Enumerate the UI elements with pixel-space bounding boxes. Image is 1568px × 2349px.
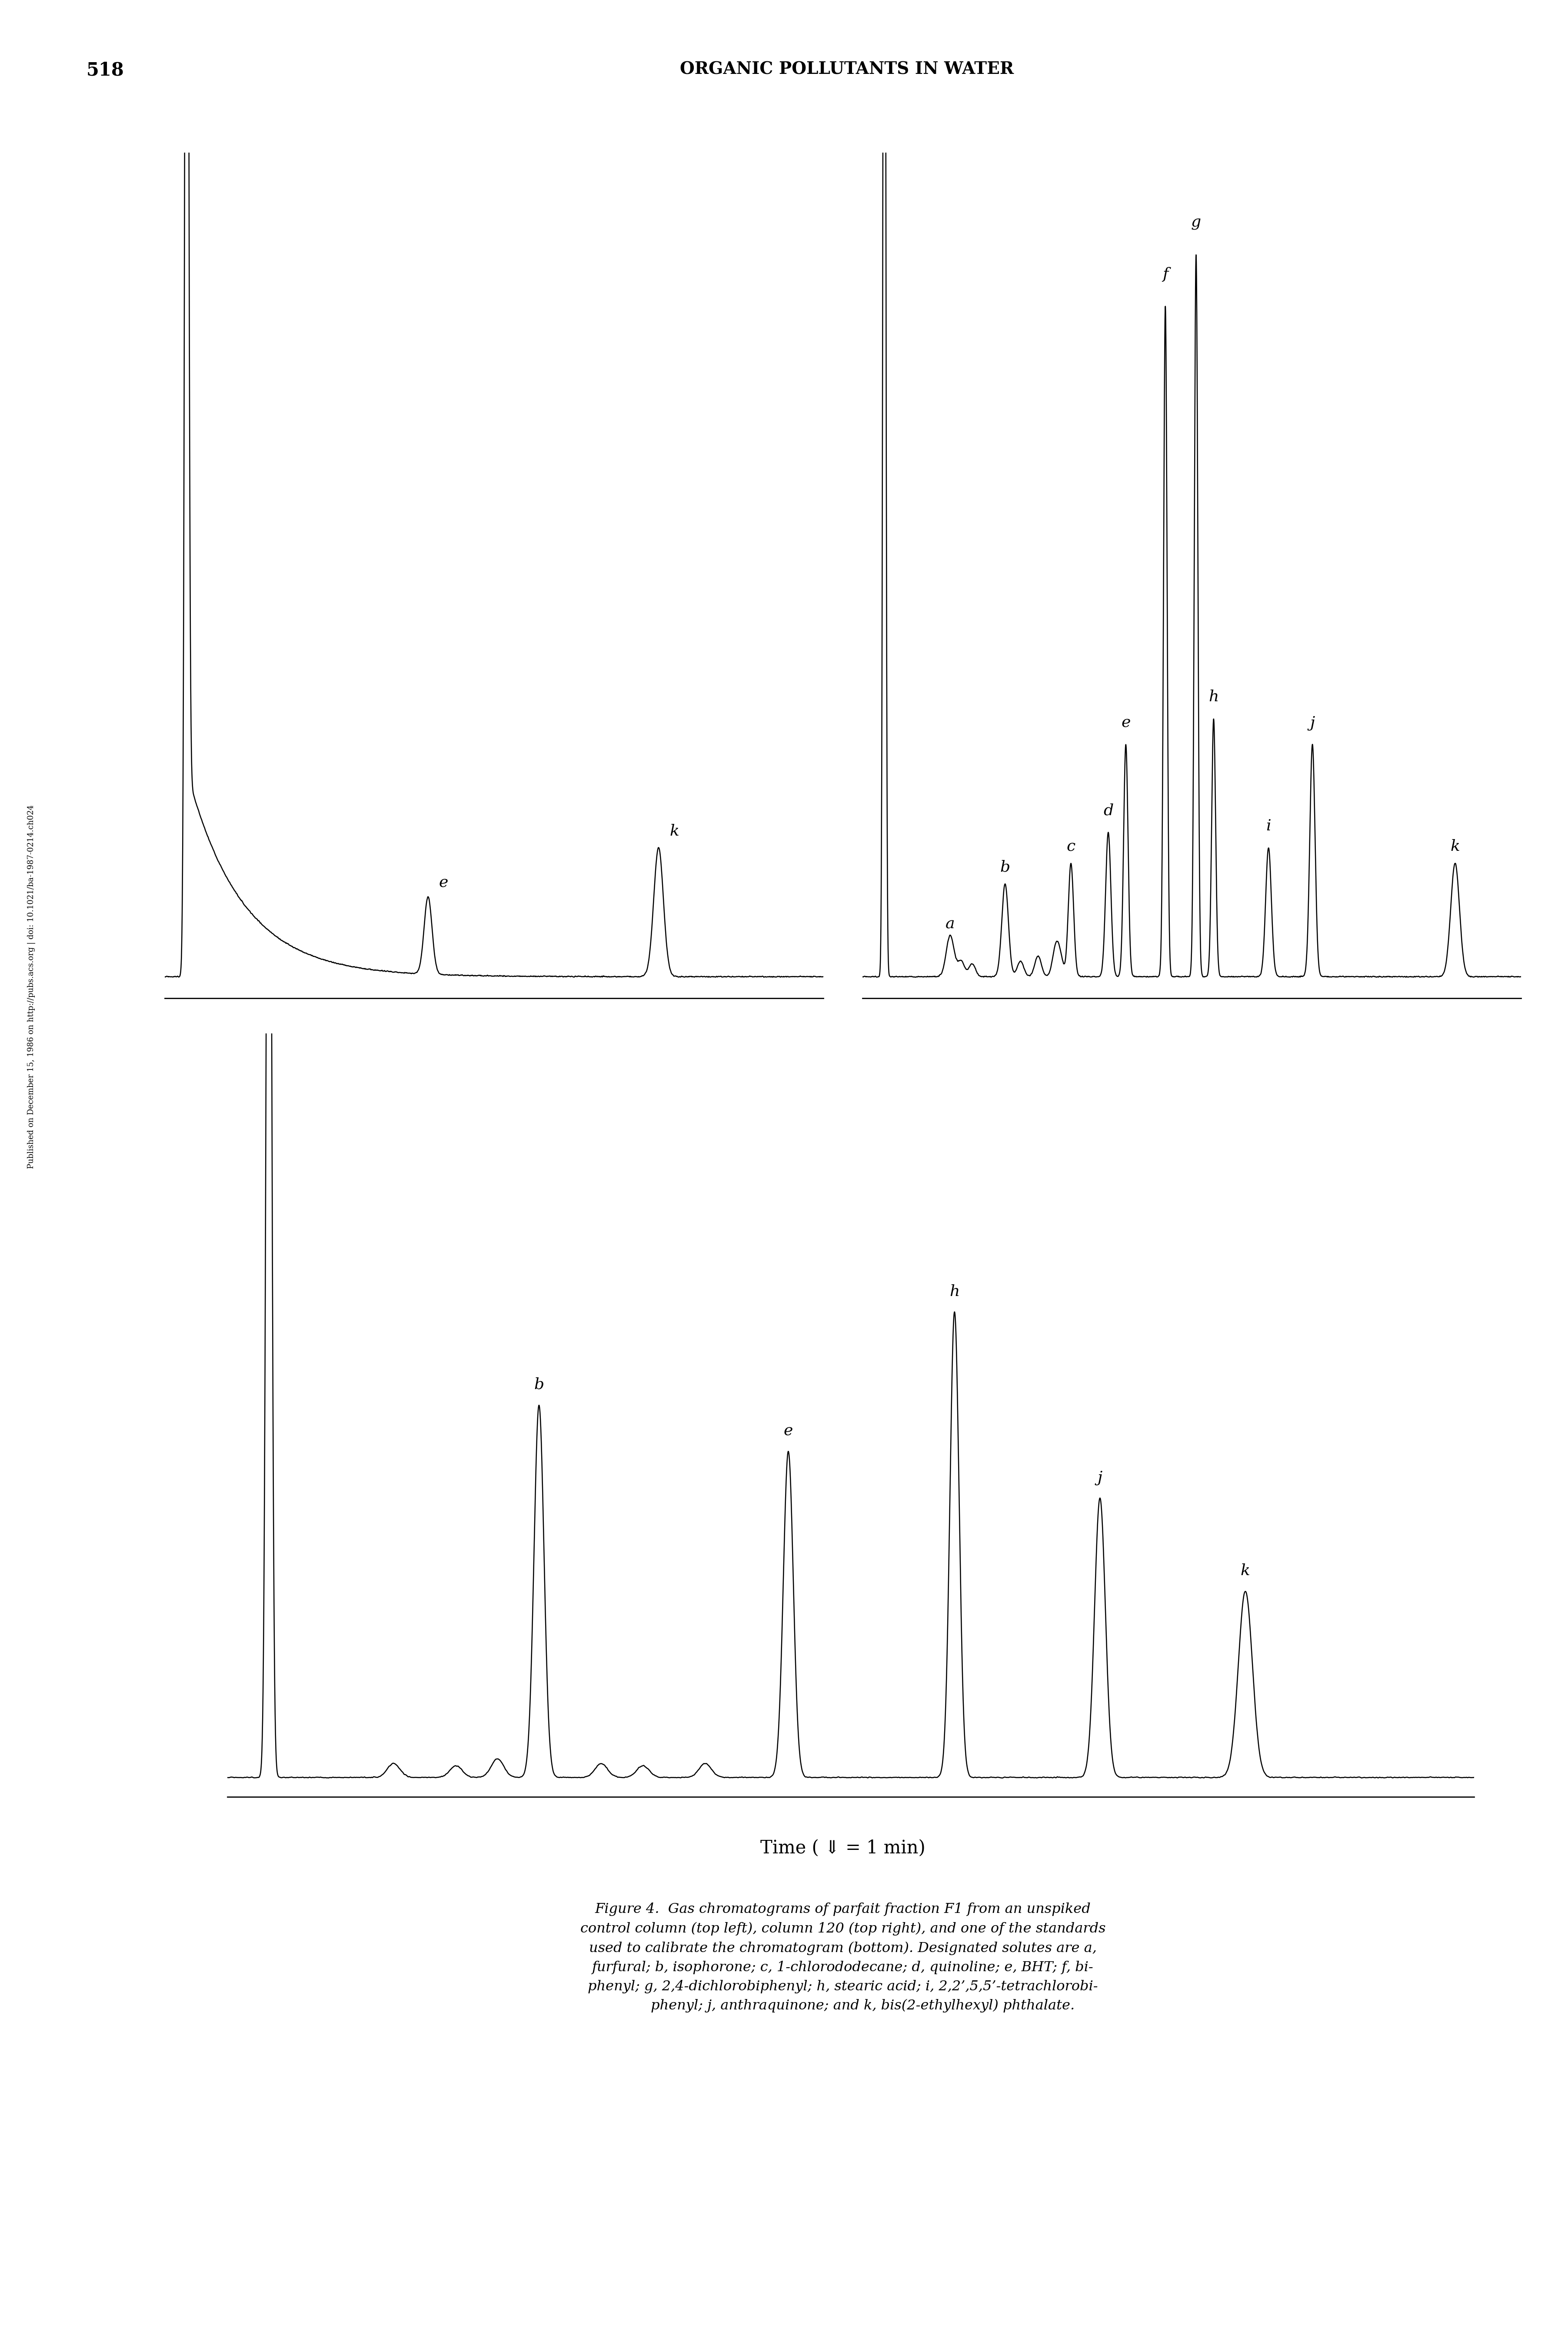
Text: e: e <box>1121 716 1131 731</box>
Text: Figure 4.  Gas chromatograms of parfait fraction F1 from an unspiked
control col: Figure 4. Gas chromatograms of parfait f… <box>580 1903 1105 2013</box>
Text: h: h <box>1209 691 1218 705</box>
Text: h: h <box>950 1285 960 1299</box>
Text: Published on December 15, 1986 on http://pubs.acs.org | doi: 10.1021/ba-1987-021: Published on December 15, 1986 on http:/… <box>27 806 36 1167</box>
Text: b: b <box>1000 860 1010 874</box>
Text: k: k <box>670 824 679 839</box>
Text: k: k <box>1450 839 1460 855</box>
Text: a: a <box>946 916 955 930</box>
Text: 518: 518 <box>86 61 124 80</box>
Text: e: e <box>784 1423 793 1438</box>
Text: f: f <box>1162 268 1168 282</box>
Text: j: j <box>1098 1470 1102 1485</box>
Text: Time ( ⇓ = 1 min): Time ( ⇓ = 1 min) <box>760 1839 925 1858</box>
Text: ORGANIC POLLUTANTS IN WATER: ORGANIC POLLUTANTS IN WATER <box>681 61 1013 78</box>
Text: c: c <box>1066 839 1076 855</box>
Text: e: e <box>439 876 448 890</box>
Text: d: d <box>1104 803 1113 817</box>
Text: b: b <box>535 1377 544 1393</box>
Text: g: g <box>1192 216 1201 230</box>
Text: j: j <box>1309 716 1316 731</box>
Text: k: k <box>1240 1564 1250 1579</box>
Text: i: i <box>1265 817 1272 834</box>
